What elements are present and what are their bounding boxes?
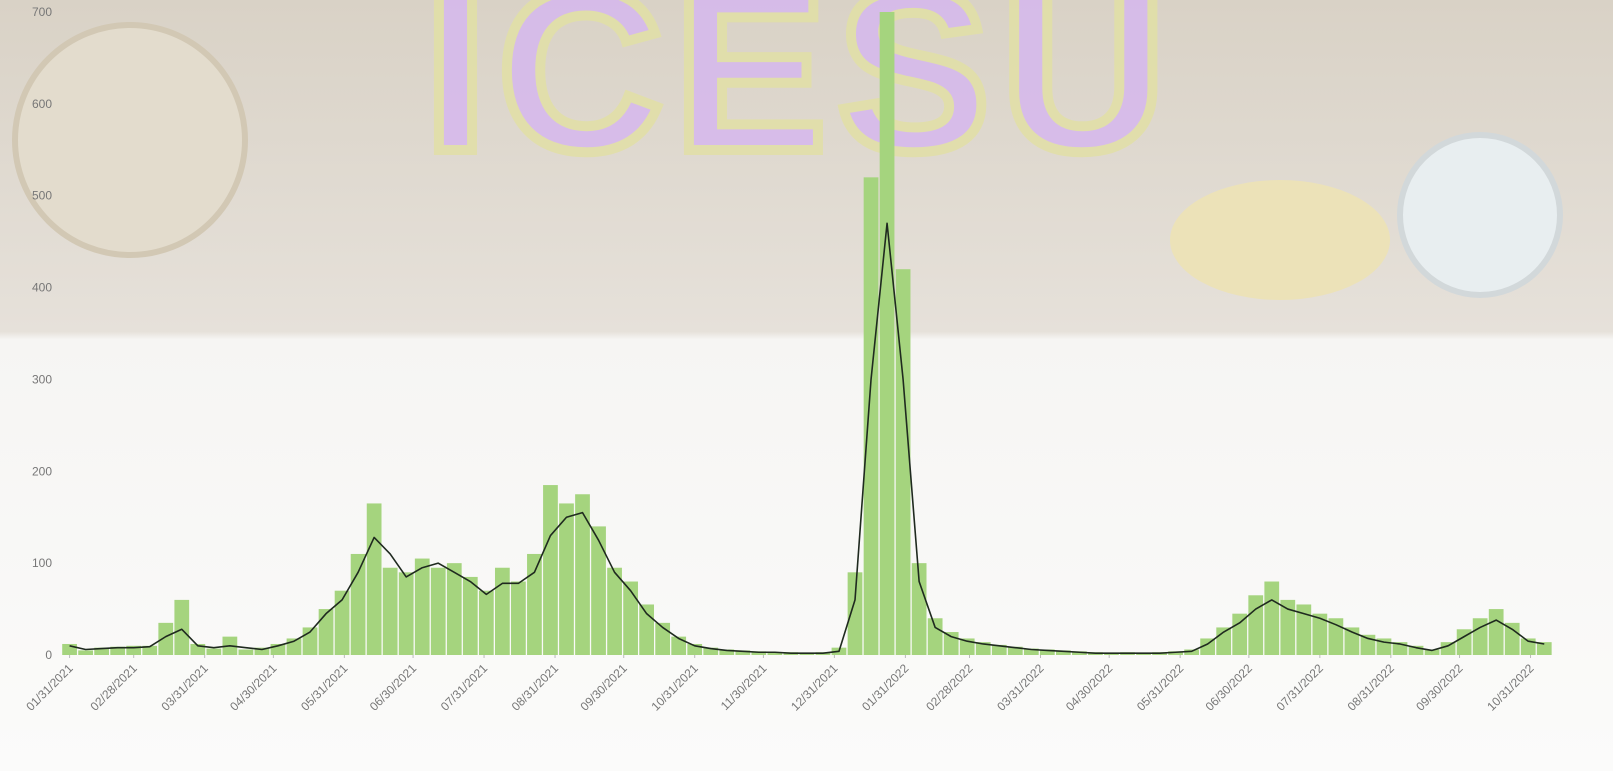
bar <box>1264 581 1280 655</box>
bar <box>478 590 494 655</box>
bar <box>671 636 687 655</box>
bar <box>334 590 350 655</box>
bar <box>1408 645 1424 655</box>
bar <box>639 604 655 655</box>
bar <box>799 653 815 655</box>
bar <box>270 643 286 655</box>
bar <box>1280 599 1296 655</box>
bar <box>1328 618 1344 655</box>
bar <box>1184 649 1199 655</box>
bar <box>254 647 270 655</box>
logo <box>1170 180 1390 300</box>
bar <box>847 572 863 655</box>
bar <box>511 581 526 655</box>
y-tick-label: 0 <box>45 648 52 662</box>
bar <box>1007 646 1023 655</box>
bar <box>703 647 719 655</box>
bar <box>1072 651 1087 655</box>
y-tick-label: 100 <box>32 556 52 570</box>
bar <box>174 599 190 655</box>
bar <box>1536 642 1552 655</box>
bar <box>414 558 430 655</box>
bar <box>1456 629 1472 655</box>
bar <box>735 650 751 655</box>
bar <box>110 646 126 655</box>
bar <box>719 649 735 655</box>
bar <box>1504 622 1520 655</box>
bar <box>751 651 767 655</box>
y-tick-label: 500 <box>32 189 52 203</box>
bar <box>943 632 959 655</box>
bar <box>1296 604 1312 655</box>
bar <box>975 642 991 655</box>
bar <box>927 618 943 655</box>
bar <box>238 649 254 655</box>
bar <box>863 177 879 656</box>
bar <box>446 563 462 655</box>
bar <box>1200 638 1216 655</box>
bar <box>62 643 77 655</box>
bar <box>158 622 174 655</box>
bar <box>94 647 110 655</box>
bar <box>1472 618 1488 655</box>
y-tick-label: 400 <box>32 281 52 295</box>
bar <box>607 567 622 655</box>
bar <box>382 567 398 655</box>
y-tick-label: 200 <box>32 464 52 478</box>
bar <box>462 576 478 655</box>
bar <box>78 650 93 655</box>
bar <box>767 652 783 655</box>
bar <box>591 526 606 655</box>
bar <box>398 572 414 655</box>
y-tick-label: 300 <box>32 372 52 386</box>
bar <box>527 553 542 655</box>
bar <box>350 553 366 655</box>
bar <box>895 269 911 655</box>
line <box>69 222 1545 654</box>
bar <box>1488 609 1504 655</box>
bar <box>1424 649 1440 655</box>
bar <box>1136 653 1151 655</box>
bar <box>1056 650 1071 655</box>
bar <box>623 581 638 655</box>
bar <box>1312 613 1328 655</box>
bar <box>559 503 574 655</box>
bar <box>991 644 1007 655</box>
bar <box>190 643 206 655</box>
bar <box>1039 649 1055 655</box>
logo <box>12 22 248 258</box>
bar <box>543 485 558 655</box>
bar <box>879 12 895 655</box>
watermark: ICESU <box>424 0 1177 199</box>
bar <box>430 567 446 655</box>
bar <box>142 645 158 655</box>
bar <box>687 643 703 655</box>
logo <box>1397 132 1563 298</box>
bar <box>1232 613 1248 655</box>
bar <box>126 645 142 655</box>
bar <box>206 648 222 655</box>
bar <box>318 609 334 655</box>
bar <box>366 503 382 655</box>
bar <box>494 567 510 655</box>
bar <box>1023 648 1039 655</box>
bar <box>911 563 927 655</box>
bar <box>1104 653 1119 655</box>
bar <box>575 494 590 655</box>
bar <box>1440 642 1456 655</box>
y-tick-label: 700 <box>32 5 52 19</box>
y-tick-label: 600 <box>32 97 52 111</box>
bar <box>1248 595 1264 655</box>
bar <box>1168 651 1183 655</box>
